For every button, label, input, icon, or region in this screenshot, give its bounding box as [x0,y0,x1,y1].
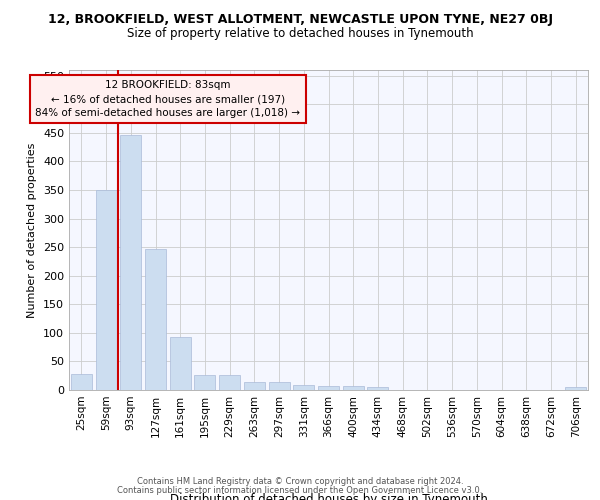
Bar [71,374,92,390]
Bar [269,382,290,390]
Bar [170,337,191,390]
Bar [145,249,166,390]
Text: Contains HM Land Registry data © Crown copyright and database right 2024.: Contains HM Land Registry data © Crown c… [137,477,463,486]
Bar [194,375,215,390]
Bar [565,387,586,390]
Bar [343,386,364,390]
Bar [244,382,265,390]
Bar [95,190,116,390]
Text: 12 BROOKFIELD: 83sqm
← 16% of detached houses are smaller (197)
84% of semi-deta: 12 BROOKFIELD: 83sqm ← 16% of detached h… [35,80,301,118]
Bar [219,375,240,390]
Text: Size of property relative to detached houses in Tynemouth: Size of property relative to detached ho… [127,28,473,40]
Text: 12, BROOKFIELD, WEST ALLOTMENT, NEWCASTLE UPON TYNE, NE27 0BJ: 12, BROOKFIELD, WEST ALLOTMENT, NEWCASTL… [47,12,553,26]
Y-axis label: Number of detached properties: Number of detached properties [28,142,37,318]
Text: Contains public sector information licensed under the Open Government Licence v3: Contains public sector information licen… [118,486,482,495]
Bar [120,134,141,390]
Bar [293,385,314,390]
X-axis label: Distribution of detached houses by size in Tynemouth: Distribution of detached houses by size … [170,492,487,500]
Bar [318,386,339,390]
Bar [367,387,388,390]
